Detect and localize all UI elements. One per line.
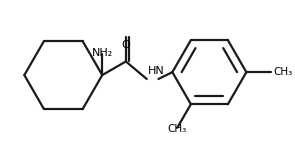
Text: HN: HN [148,66,165,76]
Text: CH₃: CH₃ [168,124,187,134]
Text: O: O [122,40,130,50]
Text: NH₂: NH₂ [92,48,113,58]
Text: CH₃: CH₃ [274,67,293,77]
